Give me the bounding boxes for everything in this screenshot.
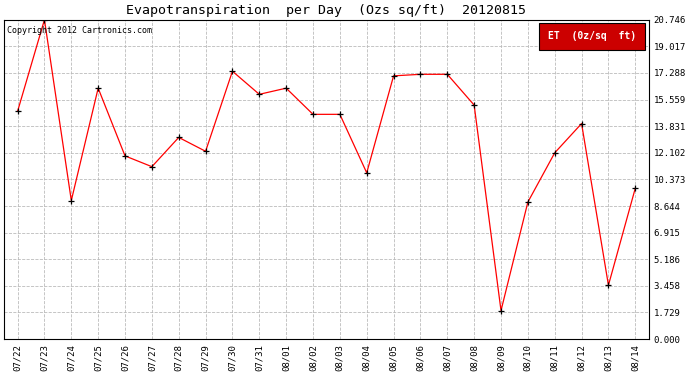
Title: Evapotranspiration  per Day  (Ozs sq/ft)  20120815: Evapotranspiration per Day (Ozs sq/ft) 2…: [126, 4, 526, 17]
Text: ET  (0z/sq  ft): ET (0z/sq ft): [549, 32, 636, 42]
FancyBboxPatch shape: [539, 23, 646, 50]
Text: Copyright 2012 Cartronics.com: Copyright 2012 Cartronics.com: [8, 26, 152, 35]
